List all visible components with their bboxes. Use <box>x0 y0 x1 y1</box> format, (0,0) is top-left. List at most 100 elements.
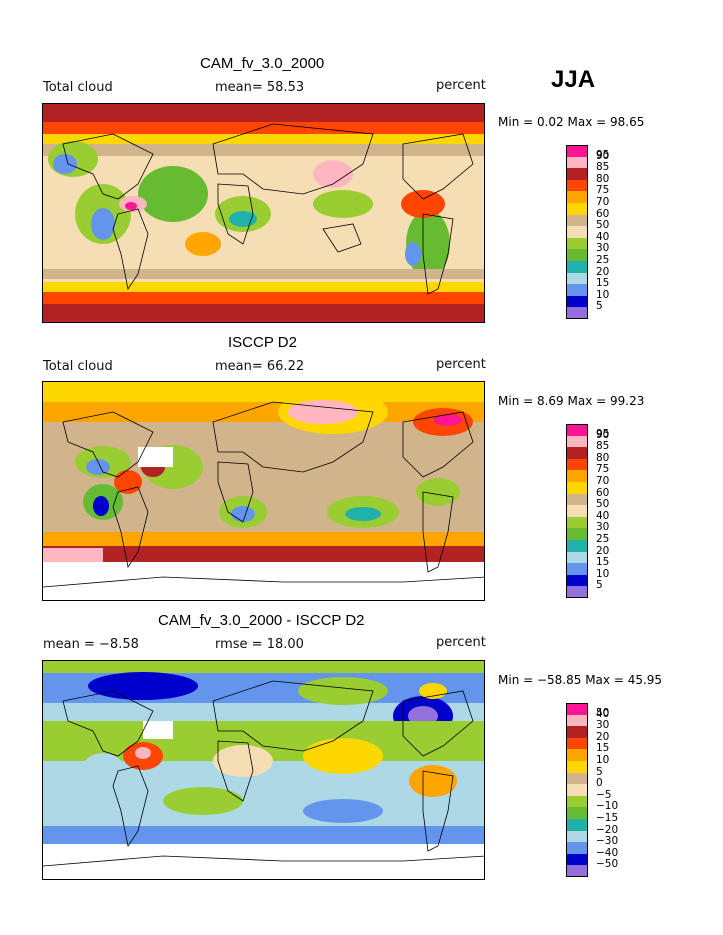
legend-swatch <box>566 272 588 285</box>
legend-row: 40 <box>566 510 646 529</box>
legend-row: 15 <box>566 556 646 575</box>
legend-swatch <box>566 237 588 250</box>
legend-label: 80 <box>596 172 610 185</box>
panel-3-field <box>43 661 484 879</box>
legend-swatch <box>566 307 588 319</box>
legend-label: 15 <box>596 277 610 290</box>
legend-row: 75 <box>566 463 646 482</box>
legend-swatch <box>566 830 588 843</box>
legend-row: 40 <box>566 708 646 727</box>
legend-label: 85 <box>596 161 610 174</box>
legend-row: −20 <box>566 824 646 843</box>
legend-row: 10 <box>566 568 646 587</box>
legend-row: 50 <box>566 498 646 517</box>
legend-swatch <box>566 795 588 808</box>
legend-row: 40 <box>566 231 646 250</box>
legend-row: 95 <box>566 424 646 440</box>
panel-1-mean-label: mean= 58.53 <box>215 80 305 95</box>
legend-label: 5 <box>596 300 603 313</box>
legend-swatch <box>566 563 588 575</box>
legend-label: −20 <box>596 823 619 836</box>
panel-1-variable-label: Total cloud <box>43 80 113 95</box>
legend-label: 75 <box>596 184 610 197</box>
legend-swatch <box>566 145 588 157</box>
legend-swatch <box>566 853 588 866</box>
legend-label: 15 <box>596 742 610 755</box>
legend-swatch <box>566 760 588 773</box>
panel-2-variable-label: Total cloud <box>43 359 113 374</box>
legend-label: 25 <box>596 253 610 266</box>
legend-label: 95 <box>596 149 610 161</box>
legend-label: 90 <box>596 428 610 441</box>
legend-swatch <box>566 191 588 203</box>
panel-1-units-label: percent <box>436 78 486 93</box>
legend-label: 20 <box>596 730 610 743</box>
legend-label: 90 <box>596 149 610 162</box>
panel-2-units-label: percent <box>436 357 486 372</box>
legend-label: 75 <box>596 463 610 476</box>
panel-3-units-label: percent <box>436 635 486 650</box>
legend-label: −10 <box>596 800 619 813</box>
legend-label: 70 <box>596 474 610 487</box>
legend-swatch <box>566 749 588 761</box>
legend-row: 70 <box>566 475 646 494</box>
legend-row: 85 <box>566 161 646 180</box>
panel-3-map <box>42 660 485 880</box>
legend-row: 20 <box>566 545 646 564</box>
legend-swatch <box>566 435 588 448</box>
legend-label: 80 <box>596 451 610 464</box>
legend-row: 25 <box>566 254 646 273</box>
legend-swatch <box>566 505 588 517</box>
legend-row: −15 <box>566 812 646 831</box>
legend-label: 50 <box>596 219 610 232</box>
legend-row: 20 <box>566 731 646 750</box>
legend-row: 70 <box>566 196 646 215</box>
legend-row: 10 <box>566 754 646 773</box>
panel-1-field <box>43 104 484 322</box>
legend-label: 10 <box>596 567 610 580</box>
legend-swatch <box>566 202 588 215</box>
legend-swatch <box>566 249 588 261</box>
legend-label: 10 <box>596 753 610 766</box>
legend-row: −30 <box>566 835 646 854</box>
legend-row: −10 <box>566 800 646 819</box>
legend-row: −40 <box>566 847 646 866</box>
legend-row: 50 <box>566 219 646 238</box>
legend-row: 20 <box>566 266 646 285</box>
legend-swatch <box>566 784 588 796</box>
legend-label: 40 <box>596 509 610 522</box>
legend-swatch <box>566 516 588 529</box>
legend-label: 20 <box>596 265 610 278</box>
legend-swatch <box>566 470 588 482</box>
panel-2-field <box>43 382 484 600</box>
legend-swatch <box>566 168 588 180</box>
legend-label: 10 <box>596 288 610 301</box>
legend-row: 0 <box>566 777 646 796</box>
legend-swatch <box>566 865 588 877</box>
legend-label: −15 <box>596 811 619 824</box>
legend-label: 95 <box>596 428 610 440</box>
panel-3-title: CAM_fv_3.0_2000 - ISCCP D2 <box>158 612 365 629</box>
legend-row: 5 <box>566 300 646 319</box>
legend-label: 50 <box>596 498 610 511</box>
panel-2-legend: 95 90 85 80 75 70 60 50 40 30 25 20 15 10 5 <box>566 424 646 598</box>
legend-label: −5 <box>596 788 612 801</box>
panel-1-map <box>42 103 485 323</box>
legend-row: 90 <box>566 429 646 448</box>
legend-label: 70 <box>596 195 610 208</box>
legend-label: 30 <box>596 242 610 255</box>
legend-swatch <box>566 481 588 494</box>
panel-1-minmax: Min = 0.02 Max = 98.65 <box>498 115 645 129</box>
legend-row: 80 <box>566 452 646 471</box>
legend-row: 90 <box>566 150 646 169</box>
legend-swatch <box>566 284 588 296</box>
legend-label: 20 <box>596 544 610 557</box>
legend-row: 15 <box>566 742 646 761</box>
legend-swatch <box>566 551 588 564</box>
legend-label: 5 <box>596 579 603 592</box>
legend-label: 15 <box>596 556 610 569</box>
panel-2-title: ISCCP D2 <box>228 334 297 351</box>
legend-label: −30 <box>596 835 619 848</box>
legend-swatch <box>566 772 588 785</box>
legend-row: −50 <box>566 858 646 877</box>
